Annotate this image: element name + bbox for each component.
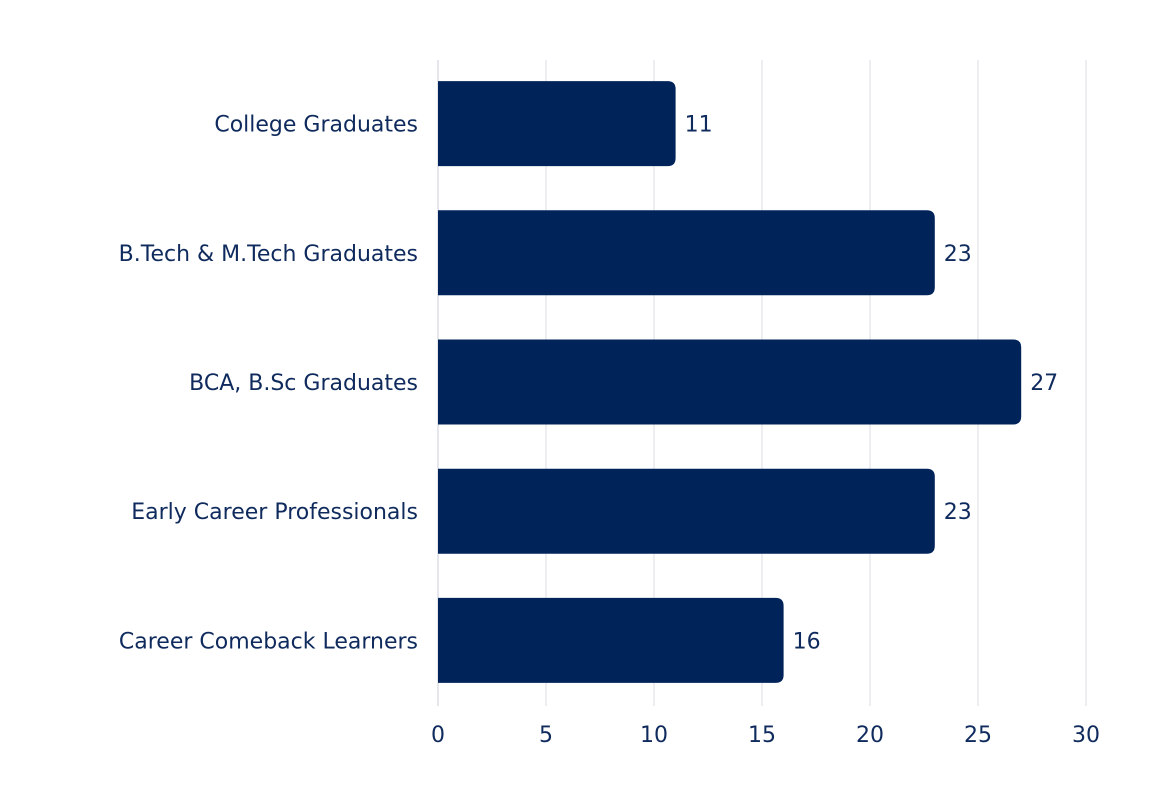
bar [438, 468, 935, 554]
bar [438, 81, 676, 167]
x-tick-label: 30 [1072, 723, 1100, 748]
data-label: 23 [944, 242, 972, 267]
data-label: 11 [685, 113, 713, 138]
x-tick-label: 10 [640, 723, 668, 748]
data-label: 27 [1030, 371, 1058, 396]
x-tick-label: 25 [964, 723, 992, 748]
bar [438, 597, 784, 683]
x-tick-label: 5 [539, 723, 553, 748]
x-tick-label: 15 [748, 723, 776, 748]
bar [438, 339, 1022, 425]
data-label: 16 [793, 629, 821, 654]
x-tick-label: 20 [856, 723, 884, 748]
y-category-label: BCA, B.Sc Graduates [189, 371, 418, 396]
y-category-label: Career Comeback Learners [119, 629, 418, 654]
y-category-label: College Graduates [214, 113, 418, 138]
y-category-label: Early Career Professionals [131, 500, 418, 525]
y-category-label: B.Tech & M.Tech Graduates [119, 242, 418, 267]
x-tick-label: 0 [431, 723, 445, 748]
data-label: 23 [944, 500, 972, 525]
bar [438, 210, 935, 296]
